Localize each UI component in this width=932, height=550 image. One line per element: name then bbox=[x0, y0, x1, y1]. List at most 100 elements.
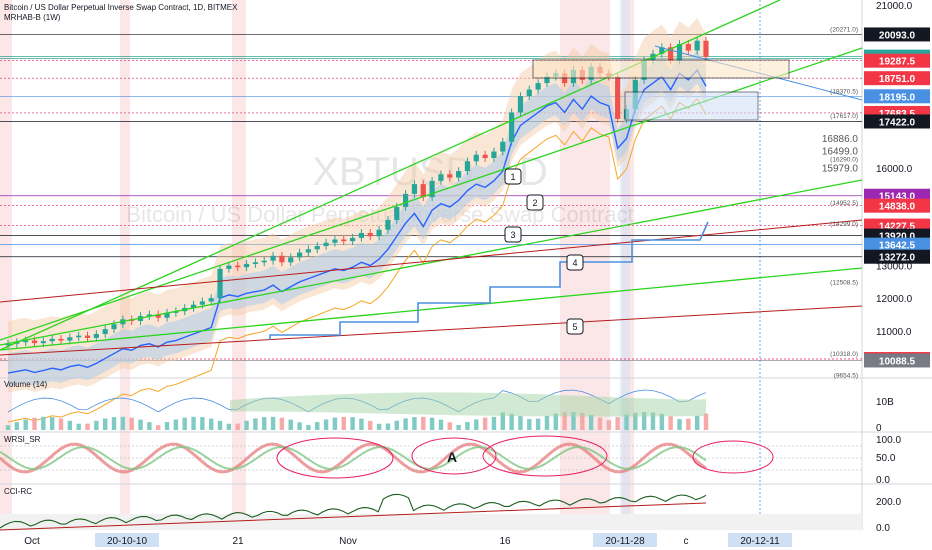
volume-bar[interactable] bbox=[580, 412, 585, 430]
candle[interactable] bbox=[615, 76, 621, 119]
candle[interactable] bbox=[226, 265, 232, 269]
candle[interactable] bbox=[155, 314, 161, 318]
volume-bar[interactable] bbox=[23, 419, 28, 430]
volume-bar[interactable] bbox=[615, 417, 620, 430]
volume-bar[interactable] bbox=[606, 420, 612, 430]
time-axis[interactable]: Oct 20-10-10 21 Nov 16 20-11-28 c 20-12-11 bbox=[24, 533, 792, 547]
volume-bar[interactable] bbox=[85, 423, 90, 430]
volume-bar[interactable] bbox=[482, 417, 488, 430]
divergence-ellipse[interactable] bbox=[692, 440, 774, 474]
volume-bar[interactable] bbox=[509, 413, 514, 430]
price-badge[interactable]: 18195.0 bbox=[864, 89, 930, 104]
cci-pane[interactable]: CCI-RC 200.0 0.0 bbox=[0, 487, 901, 534]
volume-bar[interactable] bbox=[253, 418, 258, 430]
candle[interactable] bbox=[402, 193, 409, 207]
candle[interactable] bbox=[420, 184, 426, 198]
volume-bar[interactable] bbox=[394, 420, 399, 430]
volume-bar[interactable] bbox=[465, 422, 470, 430]
candle[interactable] bbox=[694, 40, 700, 51]
moving-average-line[interactable] bbox=[7, 68, 707, 374]
volume-bar[interactable] bbox=[182, 417, 187, 430]
candle[interactable] bbox=[164, 312, 170, 318]
candle[interactable] bbox=[296, 252, 303, 258]
volume-bar[interactable] bbox=[703, 413, 709, 430]
volume-bar[interactable] bbox=[76, 423, 81, 430]
volume-bar[interactable] bbox=[306, 425, 311, 430]
volume-bar[interactable] bbox=[553, 413, 558, 430]
candle[interactable] bbox=[146, 314, 152, 317]
volume-bar[interactable] bbox=[111, 417, 117, 430]
candle[interactable] bbox=[332, 239, 338, 243]
volume-bar[interactable] bbox=[14, 422, 20, 430]
candle[interactable] bbox=[102, 329, 108, 335]
volume-bar[interactable] bbox=[102, 418, 108, 430]
volume-bar[interactable] bbox=[500, 412, 505, 430]
volume-bar[interactable] bbox=[32, 417, 37, 430]
wave-label-box[interactable] bbox=[566, 318, 584, 335]
candle[interactable] bbox=[199, 301, 205, 305]
volume-pane[interactable]: Volume (14) 10B 0 bbox=[4, 380, 894, 434]
candle[interactable] bbox=[305, 249, 312, 253]
candle[interactable] bbox=[517, 96, 524, 113]
volume-bar[interactable] bbox=[94, 420, 99, 430]
volume-bar[interactable] bbox=[67, 420, 73, 430]
candle[interactable] bbox=[111, 324, 117, 330]
candle[interactable] bbox=[23, 340, 29, 343]
candle[interactable] bbox=[252, 262, 258, 264]
candle[interactable] bbox=[84, 335, 91, 338]
price-badge[interactable]: 18751.0 bbox=[864, 71, 930, 86]
candle[interactable] bbox=[279, 255, 285, 263]
volume-bar[interactable] bbox=[376, 423, 382, 430]
volume-bar[interactable] bbox=[668, 416, 673, 430]
volume-bar[interactable] bbox=[588, 414, 594, 430]
volume-bar[interactable] bbox=[226, 423, 232, 430]
volume-bar[interactable] bbox=[209, 418, 214, 430]
price-axis[interactable]: 11000.012000.013000.014000.016000.021000… bbox=[864, 1, 930, 368]
trend-line-green[interactable] bbox=[0, 0, 781, 351]
volume-bar[interactable] bbox=[677, 419, 682, 430]
candle[interactable] bbox=[385, 219, 391, 230]
volume-bar[interactable] bbox=[641, 412, 647, 430]
candle[interactable] bbox=[270, 255, 276, 261]
volume-bar[interactable] bbox=[438, 419, 444, 430]
volume-bar[interactable] bbox=[491, 416, 497, 430]
volume-bar[interactable] bbox=[217, 420, 223, 430]
volume-bar[interactable] bbox=[323, 419, 329, 430]
candle[interactable] bbox=[394, 206, 400, 220]
price-badge[interactable]: 17422.0 bbox=[864, 114, 930, 129]
candle[interactable] bbox=[703, 40, 709, 58]
candle[interactable] bbox=[208, 298, 214, 302]
candle[interactable] bbox=[58, 338, 64, 341]
divergence-ellipse[interactable] bbox=[482, 435, 608, 477]
volume-bar[interactable] bbox=[262, 417, 267, 430]
candle[interactable] bbox=[473, 154, 479, 162]
volume-bar[interactable] bbox=[633, 412, 638, 430]
candle[interactable] bbox=[93, 334, 99, 338]
candle[interactable] bbox=[76, 335, 82, 338]
candle[interactable] bbox=[323, 242, 329, 247]
volume-bar[interactable] bbox=[41, 416, 46, 430]
candle[interactable] bbox=[429, 180, 435, 198]
price-badge[interactable]: 19287.5 bbox=[864, 53, 930, 68]
candle[interactable] bbox=[500, 141, 506, 152]
candle[interactable] bbox=[367, 232, 373, 237]
candle[interactable] bbox=[314, 246, 320, 250]
volume-bar[interactable] bbox=[58, 418, 64, 430]
volume-bar[interactable] bbox=[429, 417, 435, 430]
candle[interactable] bbox=[544, 76, 550, 84]
price-badge[interactable]: 13642.5 bbox=[864, 237, 930, 252]
divergence-ellipse[interactable] bbox=[276, 437, 394, 479]
volume-bar[interactable] bbox=[49, 417, 55, 430]
trend-line-green[interactable] bbox=[0, 267, 863, 351]
volume-bar[interactable] bbox=[5, 425, 11, 430]
volume-bar[interactable] bbox=[332, 417, 338, 430]
candle[interactable] bbox=[358, 232, 365, 238]
volume-bar[interactable] bbox=[385, 423, 391, 430]
volume-bar[interactable] bbox=[456, 425, 461, 430]
candle[interactable] bbox=[447, 174, 453, 178]
volume-bar[interactable] bbox=[147, 422, 152, 430]
wave-label-box[interactable] bbox=[504, 226, 522, 243]
candle[interactable] bbox=[376, 229, 382, 237]
